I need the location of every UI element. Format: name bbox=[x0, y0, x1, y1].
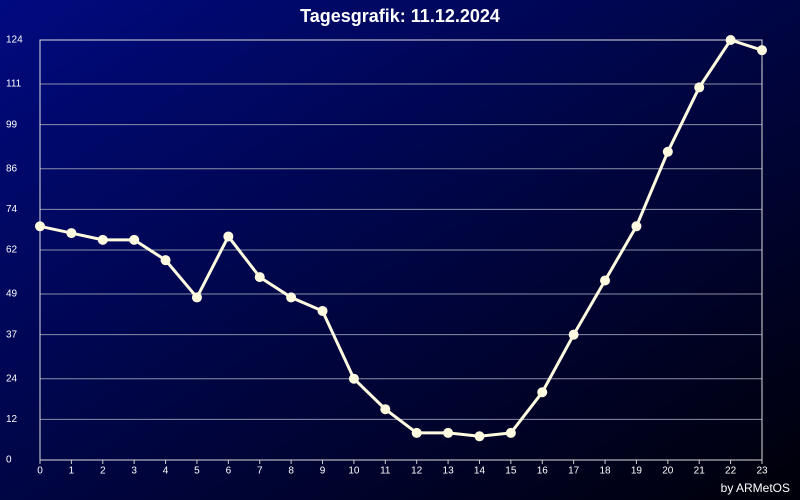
y-tick-label: 49 bbox=[6, 289, 18, 300]
footer: by ARMetOS bbox=[721, 481, 790, 495]
point bbox=[443, 427, 454, 438]
point bbox=[757, 45, 767, 56]
point bbox=[725, 35, 736, 45]
chart-title: Tagesgrafik: 11.12.2024 bbox=[300, 6, 500, 26]
y-tick-label: 111 bbox=[6, 79, 22, 90]
point bbox=[317, 305, 328, 316]
y-tick-label: 24 bbox=[6, 373, 18, 384]
y-tick-label: 124 bbox=[6, 35, 23, 46]
x-tick-label: 6 bbox=[226, 466, 232, 477]
x-tick-label: 8 bbox=[288, 466, 294, 477]
x-tick-label: 7 bbox=[257, 466, 263, 477]
point bbox=[474, 431, 485, 442]
point bbox=[568, 329, 579, 340]
point bbox=[694, 82, 705, 93]
x-tick-label: 20 bbox=[662, 466, 674, 477]
point bbox=[286, 292, 297, 303]
x-tick-label: 17 bbox=[568, 466, 580, 477]
point bbox=[662, 146, 673, 157]
x-tick-label: 1 bbox=[69, 466, 75, 477]
x-tick-label: 9 bbox=[320, 466, 326, 477]
x-tick-label: 11 bbox=[380, 466, 391, 477]
x-tick-label: 18 bbox=[599, 466, 611, 477]
y-tick-label: 62 bbox=[6, 245, 18, 256]
x-tick-label: 19 bbox=[631, 466, 643, 477]
point bbox=[35, 221, 45, 232]
x-tick-label: 15 bbox=[505, 466, 517, 477]
x-tick-label: 0 bbox=[37, 466, 43, 477]
point bbox=[129, 234, 140, 245]
x-tick-label: 10 bbox=[348, 466, 360, 477]
y-tick-label: 0 bbox=[6, 455, 12, 466]
line bbox=[39, 38, 763, 438]
y-tick-label: 12 bbox=[6, 414, 18, 425]
plot-border bbox=[39, 39, 763, 461]
point bbox=[160, 255, 171, 266]
x-tick-label: 13 bbox=[443, 466, 455, 477]
point bbox=[631, 221, 642, 232]
x-tick-label: 16 bbox=[537, 466, 549, 477]
x-tick-label: 23 bbox=[756, 466, 768, 477]
point bbox=[537, 387, 548, 398]
x-tick-label: 5 bbox=[194, 466, 200, 477]
point bbox=[66, 228, 77, 239]
x-tick-label: 22 bbox=[725, 466, 737, 477]
x-tick-label: 3 bbox=[131, 466, 137, 477]
x-tick-label: 4 bbox=[163, 466, 169, 477]
x-tick-label: 14 bbox=[474, 466, 486, 477]
point bbox=[191, 292, 202, 303]
point bbox=[380, 404, 391, 415]
point bbox=[600, 275, 611, 286]
point bbox=[97, 234, 108, 245]
y-tick-label: 74 bbox=[6, 204, 18, 215]
point bbox=[411, 427, 422, 438]
x-tick-label: 2 bbox=[100, 466, 106, 477]
x-tick-label: 12 bbox=[411, 466, 423, 477]
point bbox=[223, 231, 234, 242]
y-tick-label: 37 bbox=[6, 329, 18, 340]
y-tick-label: 86 bbox=[6, 163, 18, 174]
point bbox=[348, 373, 359, 384]
x-tick-label: 21 bbox=[694, 466, 706, 477]
point bbox=[254, 272, 265, 283]
y-tick-label: 99 bbox=[6, 119, 18, 130]
point bbox=[505, 427, 516, 438]
